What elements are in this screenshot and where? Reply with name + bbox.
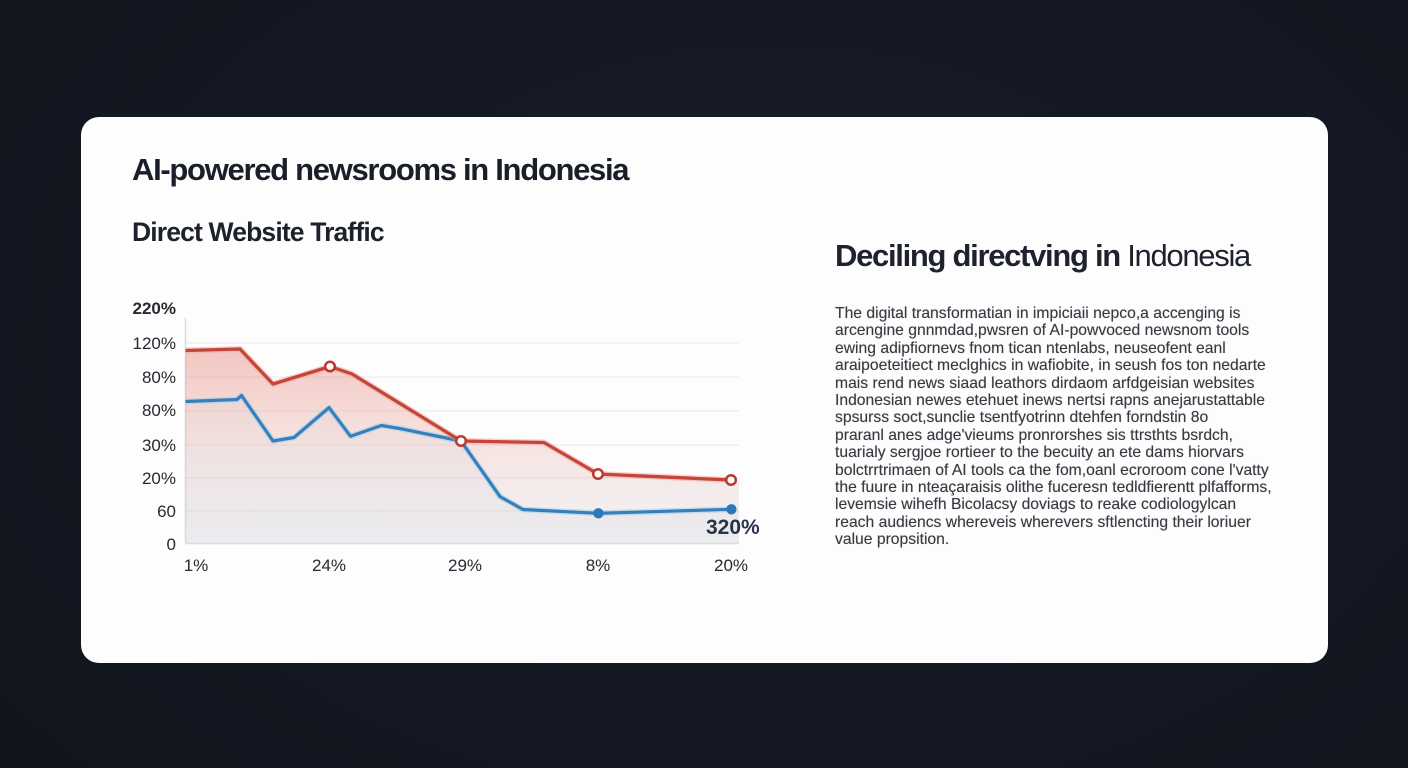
svg-text:80%: 80% (142, 368, 176, 387)
svg-text:20%: 20% (142, 469, 176, 488)
svg-text:1%: 1% (184, 556, 209, 575)
svg-text:60: 60 (157, 502, 176, 521)
svg-text:30%: 30% (142, 436, 176, 455)
svg-text:29%: 29% (448, 556, 482, 575)
svg-text:24%: 24% (312, 556, 346, 575)
svg-text:8%: 8% (586, 556, 611, 575)
svg-text:20%: 20% (714, 556, 748, 575)
svg-text:80%: 80% (142, 401, 176, 420)
svg-text:120%: 120% (133, 334, 176, 353)
svg-text:0: 0 (167, 535, 176, 554)
svg-text:220%: 220% (133, 299, 176, 318)
